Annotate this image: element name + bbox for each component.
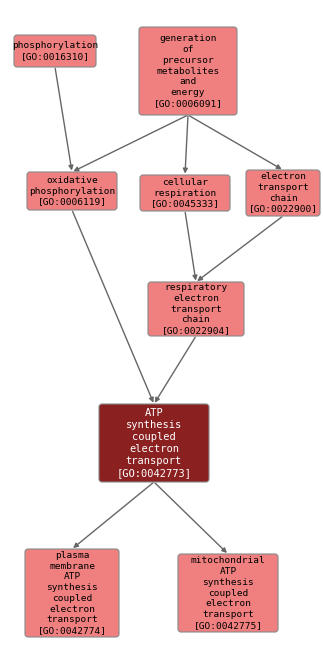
FancyBboxPatch shape: [140, 175, 230, 211]
Text: phosphorylation
[GO:0016310]: phosphorylation [GO:0016310]: [12, 41, 98, 61]
FancyBboxPatch shape: [25, 549, 119, 637]
FancyBboxPatch shape: [14, 35, 96, 67]
Text: electron
transport
chain
[GO:0022900]: electron transport chain [GO:0022900]: [248, 173, 318, 214]
Text: generation
of
precursor
metabolites
and
energy
[GO:0006091]: generation of precursor metabolites and …: [153, 34, 223, 108]
FancyBboxPatch shape: [148, 282, 244, 336]
Text: oxidative
phosphorylation
[GO:0006119]: oxidative phosphorylation [GO:0006119]: [29, 176, 115, 206]
FancyBboxPatch shape: [139, 27, 237, 115]
Text: plasma
membrane
ATP
synthesis
coupled
electron
transport
[GO:0042774]: plasma membrane ATP synthesis coupled el…: [37, 551, 107, 635]
Text: cellular
respiration
[GO:0045333]: cellular respiration [GO:0045333]: [151, 178, 220, 208]
Text: ATP
synthesis
coupled
electron
transport
[GO:0042773]: ATP synthesis coupled electron transport…: [117, 408, 192, 478]
Text: mitochondrial
ATP
synthesis
coupled
electron
transport
[GO:0042775]: mitochondrial ATP synthesis coupled elec…: [191, 557, 266, 630]
FancyBboxPatch shape: [246, 170, 320, 216]
Text: respiratory
electron
transport
chain
[GO:0022904]: respiratory electron transport chain [GO…: [162, 283, 231, 335]
FancyBboxPatch shape: [178, 554, 278, 632]
FancyBboxPatch shape: [99, 404, 209, 482]
FancyBboxPatch shape: [27, 172, 117, 210]
